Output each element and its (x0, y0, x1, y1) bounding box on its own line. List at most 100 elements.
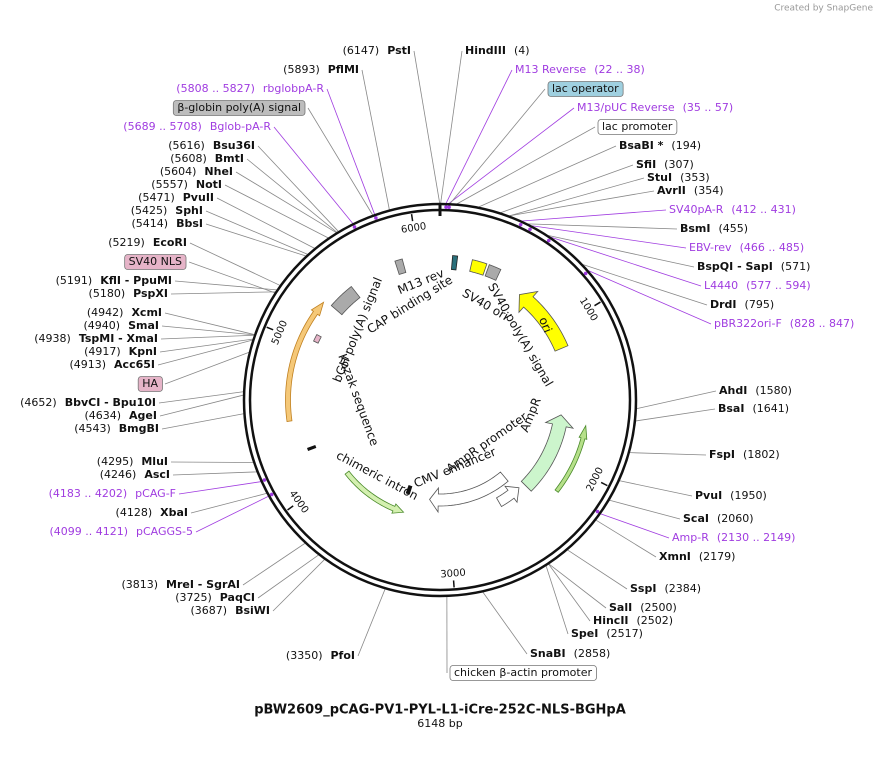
primer-label-part: (828 .. 847) (790, 317, 855, 330)
enzyme-label-part: (2517) (606, 627, 643, 640)
feature-box-label: β-globin poly(A) signal (177, 101, 301, 114)
feature-box-label: chicken β-actin promoter (454, 666, 592, 679)
enzyme-label: (5616) Bsu36I (168, 139, 255, 152)
leader-line (548, 235, 695, 268)
enzyme-label-part: BsaBI * (619, 139, 664, 152)
primer-site (444, 205, 448, 209)
enzyme-label-part: (4917) (84, 345, 121, 358)
primer-label-part: (22 .. 38) (594, 63, 645, 76)
enzyme-label: (5425) SphI (131, 204, 203, 217)
enzyme-label: (4942) XcmI (87, 306, 162, 319)
enzyme-label: FspI (1802) (709, 448, 780, 461)
feature-box (124, 254, 187, 270)
primer-site (269, 492, 274, 497)
primer-label-part: Bglob-pA-R (210, 120, 272, 133)
primer-label-part: pBR322ori-F (714, 317, 782, 330)
enzyme-label-part: BmtI (215, 152, 244, 165)
leader-line (161, 413, 244, 430)
leader-line (242, 543, 306, 586)
ring-tick-label: 5000 (270, 319, 290, 347)
leader-line (522, 209, 667, 222)
enzyme-label-part: (4652) (20, 396, 57, 409)
enzyme-label: (5471) PvuII (138, 191, 214, 204)
enzyme-label: (4634) AgeI (84, 409, 157, 422)
feature-box-label: lac operator (552, 82, 619, 95)
leader-line (550, 236, 702, 287)
primer-label-part: L4440 (704, 279, 738, 292)
leader-line (548, 563, 607, 609)
feature-arrow (518, 290, 569, 352)
primer-site (518, 222, 523, 227)
leader-line (509, 177, 645, 217)
primer-label-part: M13 Reverse (515, 63, 586, 76)
leader-line (583, 264, 708, 306)
enzyme-label: (4652) BbvCI - Bpu10I (20, 396, 156, 409)
enzyme-label: StuI (353) (647, 171, 710, 184)
enzyme-label: (5893) PflMI (283, 63, 359, 76)
enzyme-label-part: EcoRI (153, 236, 187, 249)
primer-label-part: (35 .. 57) (683, 101, 734, 114)
enzyme-label-part: Acc65I (114, 358, 155, 371)
enzyme-label-part: SphI (175, 204, 203, 217)
leader-line (160, 334, 254, 340)
feature-arrow (394, 258, 407, 275)
credit: Created by SnapGene (774, 4, 873, 14)
leader-line (216, 197, 315, 249)
leader-line (235, 171, 337, 233)
enzyme-label-part: ScaI (683, 512, 709, 525)
primer-label-part: Amp-R (672, 531, 709, 544)
feature-box (137, 376, 163, 392)
primer-site (595, 509, 600, 514)
primer-site (262, 478, 267, 482)
primer-label: (5689 .. 5708) Bglob-pA-R (123, 120, 271, 133)
enzyme-label-part: DrdI (710, 298, 737, 311)
enzyme-label: ScaI (2060) (683, 512, 754, 525)
enzyme-label-part: (5604) (160, 165, 197, 178)
enzyme-label-part: KflI - PpuMI (100, 274, 172, 287)
leader-line (188, 261, 275, 294)
enzyme-label-part: BsaI (718, 402, 744, 415)
enzyme-label-part: SnaBI (530, 647, 566, 660)
enzyme-label-part: AscI (144, 468, 170, 481)
primer-label: L4440 (577 .. 594) (704, 279, 811, 292)
ring-tick-label: 6000 (400, 221, 427, 236)
enzyme-label: (4128) XbaI (116, 506, 188, 519)
leader-line (257, 145, 339, 232)
enzyme-label-part: PflMI (328, 63, 359, 76)
leader-line (190, 493, 267, 514)
leader-line (205, 223, 306, 257)
enzyme-label-part: TspMI - XmaI (79, 332, 158, 345)
ring-tick (600, 481, 608, 487)
leader-line (509, 190, 655, 217)
enzyme-label: HindIII (4) (465, 44, 530, 57)
primer-label-part: pCAGGS-5 (136, 525, 193, 538)
feature-arrow (344, 470, 405, 514)
leader-line (445, 69, 513, 204)
primer-label-part: SV40pA-R (669, 203, 724, 216)
feature-arrow (313, 333, 322, 344)
leader-line (440, 50, 463, 204)
leader-line (567, 549, 628, 590)
enzyme-label: (4295) MluI (97, 455, 168, 468)
enzyme-label-part: PaqCI (220, 591, 255, 604)
enzyme-label: (4913) Acc65I (69, 358, 155, 371)
feature-arrow (405, 484, 413, 495)
leader-line (159, 338, 253, 353)
enzyme-label-part: BmgBI (119, 422, 159, 435)
enzyme-label-part: XbaI (160, 506, 188, 519)
enzyme-label: SpeI (2517) (571, 627, 643, 640)
enzyme-label-part: (2384) (664, 582, 701, 595)
enzyme-label-part: (4913) (69, 358, 106, 371)
leader-line (307, 107, 373, 216)
leader-line (273, 126, 354, 224)
map-title: pBW2609_pCAG-PV1-PYL-L1-iCre-252C-NLS-BG… (254, 703, 626, 718)
ring-tick (287, 505, 294, 511)
primer-label-part: (5808 .. 5827) (176, 82, 255, 95)
enzyme-label: (4938) TspMI - XmaI (34, 332, 158, 345)
enzyme-label-part: KpnI (129, 345, 157, 358)
feature-box-label: SV40 NLS (129, 255, 182, 268)
leader-line (157, 339, 253, 366)
feature-arrow (306, 444, 317, 452)
ring-tick-label: 4000 (287, 489, 311, 516)
enzyme-label-part: BsiWI (235, 604, 270, 617)
